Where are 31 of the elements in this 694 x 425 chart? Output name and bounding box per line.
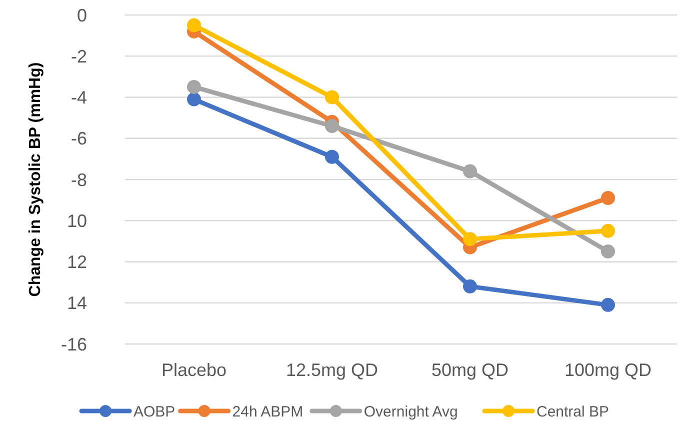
y-tick-label: -4 <box>70 88 87 108</box>
legend-label: 24h ABPM <box>232 403 304 420</box>
y-axis-title: Change in Systolic BP (mmHg) <box>27 62 44 297</box>
point <box>325 119 339 134</box>
point <box>325 90 339 104</box>
point <box>601 244 615 258</box>
legend-label: Overnight Avg <box>364 403 458 420</box>
point <box>187 92 201 106</box>
y-tick-label: -16 <box>60 334 87 354</box>
point <box>187 80 201 94</box>
point <box>463 164 477 178</box>
point <box>601 298 615 312</box>
point <box>463 232 477 246</box>
legend-label: Central BP <box>536 403 610 420</box>
y-tick-label: -6 <box>70 128 87 149</box>
y-tick-label: 10 <box>66 210 87 231</box>
y-tick-label: 12 <box>66 252 87 272</box>
y-tick-label: -8 <box>70 170 87 190</box>
x-tick-label: 50mg QD <box>431 360 509 380</box>
y-tick-label: -2 <box>70 46 87 66</box>
point <box>601 224 615 238</box>
point <box>325 150 339 164</box>
legend-label: AOBP <box>134 403 176 420</box>
x-tick-label: 12.5mg QD <box>286 360 378 380</box>
point <box>601 191 615 206</box>
x-tick-label: Placebo <box>161 360 227 380</box>
x-tick-label: 100mg QD <box>564 360 652 380</box>
point <box>187 18 201 32</box>
y-tick-label: 0 <box>76 5 87 26</box>
y-tick-label: 14 <box>66 293 87 314</box>
point <box>463 279 477 294</box>
